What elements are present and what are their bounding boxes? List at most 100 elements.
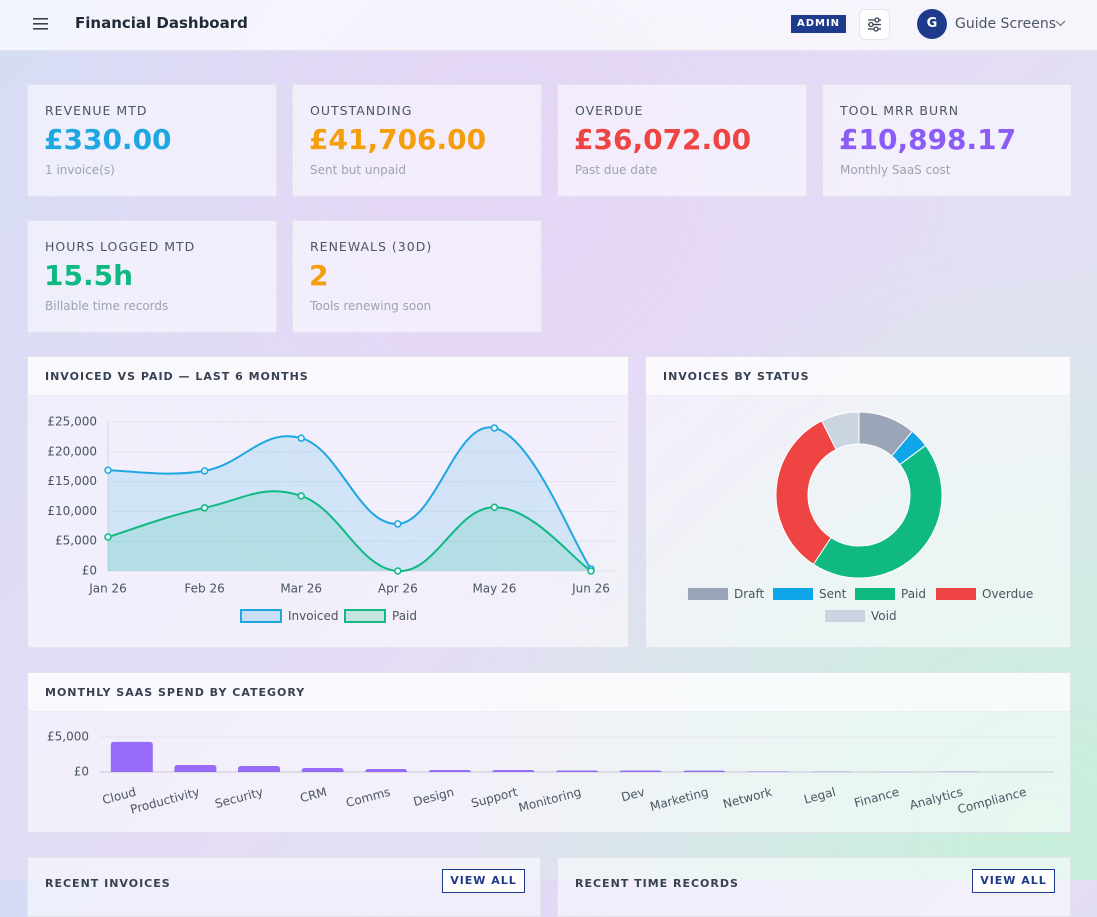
x-tick-label: Finance	[853, 785, 901, 810]
card-title: INVOICED VS PAID — LAST 6 MONTHS	[45, 370, 309, 383]
menu-button[interactable]	[33, 17, 49, 31]
legend-label: Invoiced	[288, 609, 339, 623]
page: Financial Dashboard ADMIN G Guide Screen…	[0, 0, 1097, 880]
panel-title: RECENT INVOICES	[45, 877, 171, 890]
y-tick-label: £5,000	[55, 534, 97, 548]
x-tick-label: Compliance	[956, 785, 1028, 817]
kpi-card: HOURS LOGGED MTD 15.5h Billable time recor…	[27, 220, 277, 333]
panel-title: RECENT TIME RECORDS	[575, 877, 739, 890]
kpi-note: Tools renewing soon	[310, 299, 431, 313]
bar	[174, 765, 216, 772]
point	[491, 425, 497, 431]
legend-swatch	[345, 610, 385, 622]
settings-button[interactable]	[859, 9, 890, 40]
bar	[302, 768, 344, 772]
legend-label: Overdue	[982, 587, 1033, 601]
point	[105, 467, 111, 473]
kpi-note: Billable time records	[45, 299, 168, 313]
y-tick-label: £15,000	[47, 474, 97, 488]
point	[395, 568, 401, 574]
y-tick-label: £0	[82, 564, 97, 578]
legend-swatch	[241, 610, 281, 622]
x-tick-label: Design	[412, 785, 456, 809]
panel-card: RECENT INVOICES VIEW ALL	[27, 857, 541, 917]
x-tick-label: Feb 26	[184, 582, 224, 596]
x-tick-label: Marketing	[648, 785, 709, 814]
x-tick-label: Productivity	[129, 785, 201, 817]
point	[588, 568, 594, 574]
y-tick-label: £5,000	[47, 730, 89, 744]
x-tick-label: Monitoring	[517, 785, 583, 815]
app-title: Financial Dashboard	[75, 14, 248, 32]
settings-icon	[860, 10, 889, 39]
legend-label: Paid	[901, 587, 926, 601]
legend-swatch	[855, 588, 895, 600]
kpi-label: RENEWALS (30D)	[310, 239, 432, 254]
bar	[747, 771, 789, 772]
kpi-label: REVENUE MTD	[45, 103, 147, 118]
x-tick-label: Support	[470, 785, 520, 811]
point	[202, 468, 208, 474]
x-tick-label: Network	[721, 785, 773, 812]
kpi-note: Past due date	[575, 163, 657, 177]
point	[491, 504, 497, 510]
x-tick-label: Jun 26	[571, 582, 610, 596]
x-tick-label: Apr 26	[378, 582, 418, 596]
bar	[365, 769, 407, 772]
kpi-label: OVERDUE	[575, 103, 643, 118]
kpi-value: £41,706.00	[309, 123, 486, 156]
kpi-note: Sent but unpaid	[310, 163, 406, 177]
x-tick-label: CRM	[299, 785, 329, 806]
bar	[238, 766, 280, 772]
kpi-value: 15.5h	[44, 259, 133, 292]
kpi-note: Monthly SaaS cost	[840, 163, 951, 177]
x-tick-label: May 26	[472, 582, 516, 596]
kpi-card: REVENUE MTD £330.00 1 invoice(s)	[27, 84, 277, 197]
view-all-button[interactable]: VIEW ALL	[442, 869, 525, 893]
kpi-label: HOURS LOGGED MTD	[45, 239, 195, 254]
y-tick-label: £25,000	[47, 415, 97, 429]
bar	[683, 771, 725, 772]
legend-label: Sent	[819, 587, 847, 601]
chart-card: INVOICED VS PAID — LAST 6 MONTHS £0 £5,000…	[27, 356, 629, 648]
top-bar: Financial Dashboard ADMIN G Guide Screen…	[0, 0, 1097, 51]
bar	[556, 771, 598, 772]
chart: Draft Sent Paid Overdue Void	[646, 396, 1070, 648]
chevron	[1055, 19, 1067, 29]
legend-swatch	[936, 588, 976, 600]
y-tick-label: £10,000	[47, 504, 97, 518]
view-all-button[interactable]: VIEW ALL	[972, 869, 1055, 893]
point	[298, 435, 304, 441]
kpi-value: £330.00	[44, 123, 172, 156]
legend-label: Void	[871, 609, 897, 623]
kpi-value: £10,898.17	[839, 123, 1016, 156]
bar	[620, 771, 662, 772]
bar	[492, 770, 534, 772]
avatar[interactable]: G	[917, 9, 947, 39]
legend-label: Draft	[734, 587, 765, 601]
y-tick-label: £0	[74, 765, 89, 779]
legend-swatch	[773, 588, 813, 600]
slice	[776, 421, 836, 565]
point	[105, 534, 111, 540]
x-tick-label: Dev	[620, 785, 647, 805]
kpi-label: TOOL MRR BURN	[840, 103, 959, 118]
point	[395, 521, 401, 527]
user-menu[interactable]: Guide Screens	[955, 16, 1056, 32]
x-tick-label: Jan 26	[88, 582, 127, 596]
role-badge: ADMIN	[791, 15, 846, 33]
point	[202, 505, 208, 511]
point	[298, 493, 304, 499]
x-tick-label: Security	[213, 785, 264, 811]
card-title: MONTHLY SAAS SPEND BY CATEGORY	[45, 686, 305, 699]
x-tick-label: Comms	[344, 785, 391, 810]
panel-card: RECENT TIME RECORDS VIEW ALL	[557, 857, 1071, 917]
legend-swatch	[825, 610, 865, 622]
kpi-note: 1 invoice(s)	[45, 163, 115, 177]
x-tick-label: Analytics	[908, 785, 964, 813]
